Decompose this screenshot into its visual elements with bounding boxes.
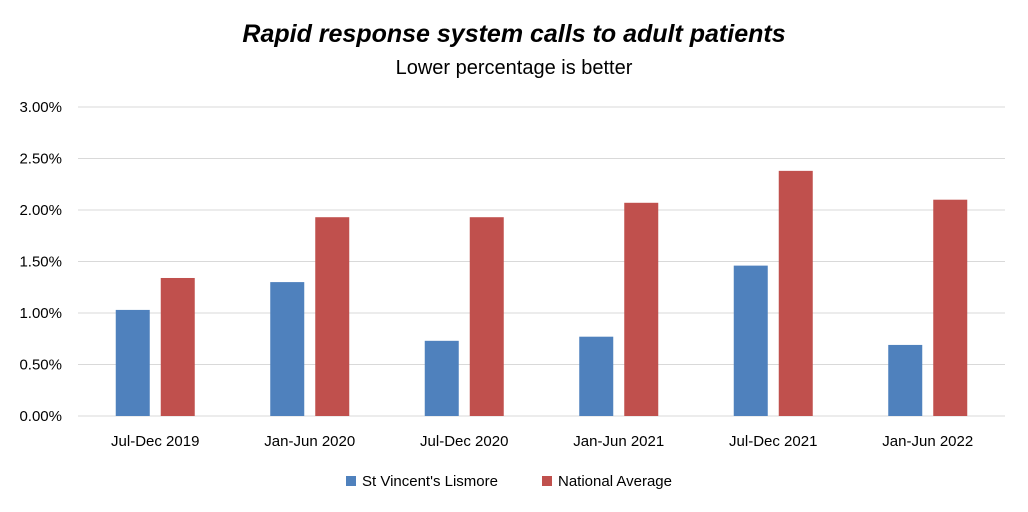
x-tick-label: Jan-Jun 2022 xyxy=(882,433,973,450)
y-tick-label: 0.50% xyxy=(19,357,62,374)
x-axis-ticks: Jul-Dec 2019 Jan-Jun 2020 Jul-Dec 2020 Jan-… xyxy=(111,433,973,450)
y-tick-label: 0.00% xyxy=(19,408,62,425)
x-tick-label: Jan-Jun 2020 xyxy=(264,433,355,450)
bar-st-vincents-lismore xyxy=(579,336,614,416)
legend-label: St Vincent's Lismore xyxy=(362,473,498,490)
bar-st-vincents-lismore xyxy=(424,340,459,416)
bar-st-vincents-lismore xyxy=(270,282,305,416)
legend-label: National Average xyxy=(558,473,672,490)
legend: St Vincent's Lismore National Average xyxy=(346,473,672,490)
bar-national-average xyxy=(933,199,968,416)
y-tick-label: 1.00% xyxy=(19,305,62,322)
chart-title: Rapid response system calls to adult pat… xyxy=(242,20,785,48)
x-tick-label: Jul-Dec 2019 xyxy=(111,433,199,450)
chart-subtitle: Lower percentage is better xyxy=(396,57,633,79)
bar-national-average xyxy=(160,277,195,416)
x-tick-label: Jan-Jun 2021 xyxy=(573,433,664,450)
legend-swatch xyxy=(346,476,356,486)
y-tick-label: 2.50% xyxy=(19,151,62,168)
bar-st-vincents-lismore xyxy=(888,344,923,416)
x-tick-label: Jul-Dec 2021 xyxy=(729,433,817,450)
bars xyxy=(115,170,968,416)
bar-national-average xyxy=(624,202,659,416)
y-tick-label: 1.50% xyxy=(19,254,62,271)
bar-st-vincents-lismore xyxy=(733,265,768,416)
legend-swatch xyxy=(542,476,552,486)
y-tick-label: 3.00% xyxy=(19,99,62,116)
bar-national-average xyxy=(315,217,350,416)
y-axis-ticks: 0.00% 0.50% 1.00% 1.50% 2.00% 2.50% 3.00% xyxy=(19,99,62,425)
bar-st-vincents-lismore xyxy=(115,309,150,416)
gridlines xyxy=(78,106,1005,417)
bar-national-average xyxy=(778,170,813,416)
x-tick-label: Jul-Dec 2020 xyxy=(420,433,508,450)
y-tick-label: 2.00% xyxy=(19,202,62,219)
bar-national-average xyxy=(469,217,504,416)
